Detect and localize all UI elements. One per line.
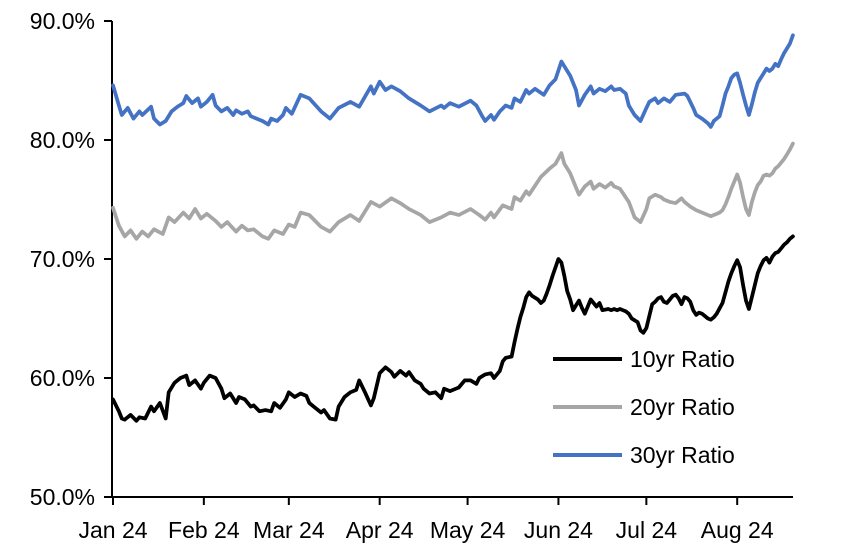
x-tick-label: Aug 24 — [701, 517, 774, 543]
series-line-30yr — [111, 33, 795, 129]
x-tick-label: May 24 — [430, 517, 506, 543]
legend-label-20yr: 20yr Ratio — [630, 394, 735, 420]
x-tick-label: Feb 24 — [168, 517, 240, 543]
x-tick-label: Apr 24 — [346, 517, 414, 543]
series-line-10yr — [111, 234, 795, 423]
x-tick-label: Jun 24 — [524, 517, 593, 543]
x-tick-label: Jul 24 — [616, 517, 678, 543]
legend-label-30yr: 30yr Ratio — [630, 442, 735, 468]
series-line-20yr — [111, 141, 795, 241]
y-tick-label: 50.0% — [30, 484, 95, 510]
y-tick-label: 80.0% — [30, 127, 95, 153]
x-tick-label: Mar 24 — [253, 517, 325, 543]
y-tick-label: 60.0% — [30, 365, 95, 391]
y-tick-label: 70.0% — [30, 246, 95, 272]
x-tick-label: Jan 24 — [78, 517, 147, 543]
y-tick-label: 90.0% — [30, 8, 95, 34]
legend-label-10yr: 10yr Ratio — [630, 346, 735, 372]
